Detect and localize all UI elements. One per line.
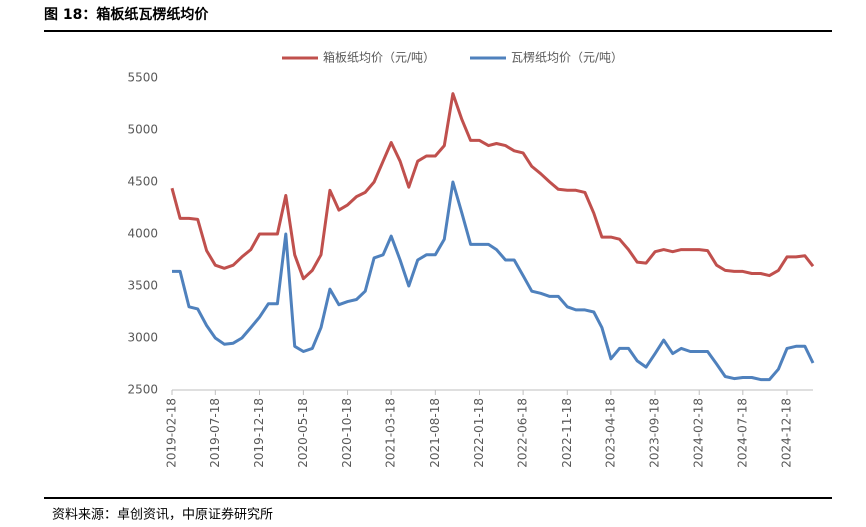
x-tick-label: 2019-02-18	[165, 398, 179, 468]
x-tick-label: 2020-10-18	[340, 398, 354, 468]
line-series	[170, 92, 815, 281]
x-tick-label: 2020-05-18	[296, 398, 310, 468]
x-tick-label: 2019-12-18	[252, 398, 266, 468]
y-tick-label: 4500	[127, 175, 158, 189]
x-tick-label: 2024-07-18	[735, 398, 749, 468]
x-tick-label: 2022-01-18	[472, 398, 486, 468]
chart-title: 图 18：箱板纸瓦楞纸均价	[44, 6, 209, 23]
source: 资料来源：卓创资讯，中原证券研究所	[52, 507, 273, 523]
x-tick-label: 2021-03-18	[384, 398, 398, 468]
y-tick-label: 3500	[127, 279, 158, 293]
x-tick-label: 2024-02-18	[692, 398, 706, 468]
line-series	[172, 180, 815, 382]
x-tick-label: 2019-07-18	[208, 398, 222, 468]
x-tick-label: 2021-08-18	[428, 398, 442, 468]
legend-label: 箱板纸均价（元/吨）	[323, 50, 435, 65]
x-tick-label: 2022-11-18	[560, 398, 574, 468]
legend-label: 瓦楞纸均价（元/吨）	[511, 50, 623, 65]
x-tick-label: 2023-04-18	[603, 398, 617, 468]
x-tick-label: 2022-06-18	[516, 398, 530, 468]
y-tick-label: 5500	[127, 71, 158, 85]
x-tick-label: 2023-09-18	[648, 398, 662, 468]
y-tick-label: 4000	[127, 227, 158, 241]
y-tick-label: 2500	[127, 383, 158, 397]
y-tick-label: 5000	[127, 123, 158, 137]
y-tick-label: 3000	[127, 331, 158, 345]
x-tick-label: 2024-12-18	[780, 398, 794, 468]
